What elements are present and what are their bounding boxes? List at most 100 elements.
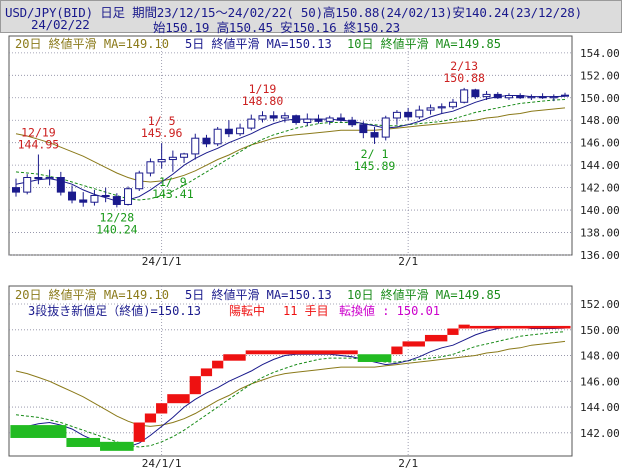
price-x-tick-label: 2/1 [398,255,418,268]
price-plot-frame [8,35,573,256]
candle-body [12,187,20,193]
line-break-brick [133,422,145,442]
price-y-tick-label: 148.00 [580,114,620,127]
candle-body [303,118,312,123]
high-annotation-date: 1/19 [249,82,277,96]
candle-body [471,89,480,98]
candle-body [504,95,513,99]
period-summary: USD/JPY(BID) 日足 期間23/12/15～24/02/22( 50)… [5,5,582,20]
candle-body [325,117,334,122]
candle-body [426,107,435,111]
tlb-ma10-line [15,331,566,448]
candle-body [404,111,413,118]
line-break-brick [391,346,403,355]
price-legend-ma5: 5日 終値平滑 MA=150.13 [185,36,332,51]
price-y-tick-label: 138.00 [580,227,620,240]
line-break-brick [245,350,358,355]
line-break-brick [189,376,201,395]
candle-body [90,194,99,203]
tlb-y-tick-label: 146.00 [580,375,620,388]
high-annotation-date: 2/13 [450,59,478,73]
candle-body [549,96,558,99]
candle-body [336,117,345,121]
candle-body [258,115,267,120]
line-break-brick [200,368,213,377]
candle-body [135,172,144,190]
candle-body [561,94,569,97]
candle-body [247,118,256,129]
tlb-y-tick-label: 150.00 [580,324,620,337]
price-y-tick-label: 136.00 [580,249,620,262]
candle-body [168,156,177,161]
low-annotation-date: 1/ 9 [159,175,187,189]
tlb-info-reversal: 転換値 : 150.01 [339,303,440,318]
low-annotation-value: 143.41 [152,187,194,201]
tlb-legend-ma10: 10日 終値平滑 MA=149.85 [347,287,501,302]
low-annotation-value: 145.89 [354,159,396,173]
tlb-y-tick-label: 148.00 [580,350,620,363]
candle-body [370,132,379,138]
candle-body [236,127,245,135]
tlb-ma20-line [15,340,566,427]
line-break-brick [402,341,425,347]
line-break-brick [100,441,134,451]
candle-body [157,159,166,163]
candle-body [202,137,211,145]
tlb-y-tick-label: 152.00 [580,298,620,311]
line-break-brick [458,324,470,329]
candle-body [56,177,65,193]
tlb-info-value: 3段抜き新値足（終値)=150.13 [28,303,201,318]
high-annotation-value: 144.95 [18,137,60,151]
low-annotation-value: 140.24 [96,222,138,236]
candle-body [23,177,32,193]
ma10-line [15,99,566,201]
high-annotation-value: 150.88 [443,71,485,85]
candle-body [269,115,278,119]
candle-body [527,96,536,99]
candle-body [359,124,368,134]
price-y-tick-label: 152.00 [580,69,620,82]
tlb-info-count: 11 手目 [283,304,329,318]
chart-header: USD/JPY(BID) 日足 期間23/12/15～24/02/22( 50)… [0,0,622,35]
price-legend-ma10: 10日 終値平滑 MA=149.85 [347,36,501,51]
tlb-info-state: 陽転中 [229,303,265,318]
candle-body [79,199,88,203]
line-break-brick [223,354,246,361]
tlb-legend-ma20: 20日 終値平滑 MA=149.10 [15,287,169,302]
line-break-brick [156,403,168,414]
ma5-line [15,95,566,202]
candle-body [34,177,43,180]
ohlc-values: 始150.19 高150.45 安150.16 終150.23 [153,20,400,35]
line-break-brick [66,437,101,447]
price-legend-ma20: 20日 終値平滑 MA=149.10 [15,36,169,51]
price-y-tick-label: 146.00 [580,137,620,150]
low-annotation-date: 2/ 1 [361,147,389,161]
candle-body [213,128,222,145]
line-break-brick [167,394,190,404]
high-annotation-value: 145.96 [141,126,183,140]
tlb-y-tick-label: 144.00 [580,401,620,414]
tlb-x-tick-label: 24/1/1 [142,457,182,470]
line-break-brick [469,325,571,329]
line-break-brick [212,360,224,369]
candle-body [493,93,502,99]
candle-body [516,95,525,99]
candle-body [45,177,54,180]
low-annotation-date: 12/28 [100,210,135,224]
line-break-brick [357,354,392,362]
high-annotation-value: 148.80 [242,94,284,108]
tlb-plot-frame [8,285,573,457]
tlb-x-tick-label: 2/1 [398,457,418,470]
candle-body [392,111,401,119]
price-y-tick-label: 142.00 [580,182,620,195]
tlb-legend-ma5: 5日 終値平滑 MA=150.13 [185,287,332,302]
candle-body [437,106,446,109]
candle-body [448,101,457,108]
line-break-brick [144,413,157,423]
current-date: 24/02/22 [31,17,90,32]
candle-body [68,191,77,201]
candle-body [482,93,491,98]
candle-body [381,117,390,138]
line-break-brick [424,334,448,342]
